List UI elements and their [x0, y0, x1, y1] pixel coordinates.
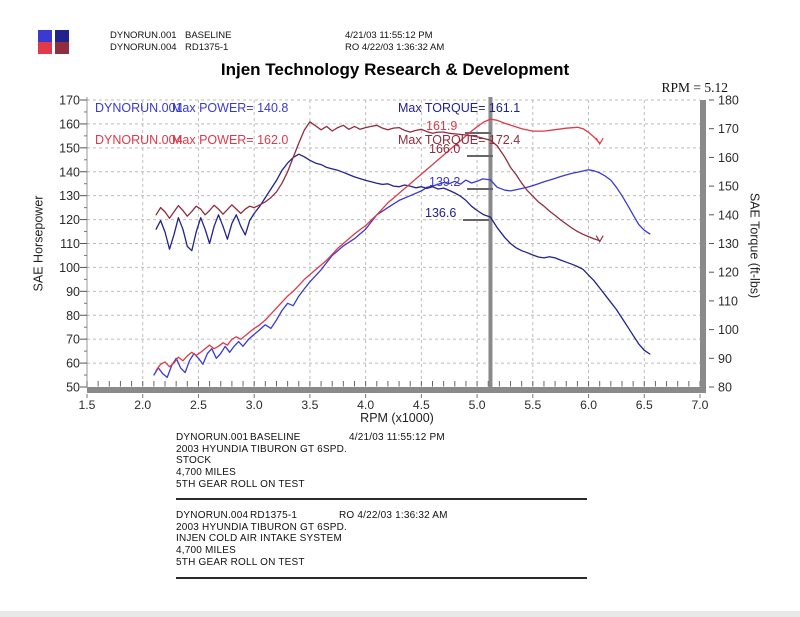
right-tick-label: 170 [718, 122, 739, 136]
run4-max-torque-label: Max TORQUE= 172.4 [398, 133, 521, 147]
left-tick-label: 130 [59, 189, 80, 203]
legend-run1-date: 4/21/03 11:55:12 PM [345, 30, 433, 41]
x-tick-label: 2.5 [190, 398, 207, 412]
run1-info-line: 4,700 MILES [176, 467, 237, 479]
x-tick-label: 3.0 [246, 398, 263, 412]
curve-end-arrow [595, 235, 604, 243]
x-axis-title: RPM (x1000) [360, 411, 434, 425]
left-tick-label: 160 [59, 117, 80, 131]
run4-info-line: 2003 HYUNDIA TIBURON GT 6SPD. [176, 521, 348, 533]
run4-torque-swatch [55, 42, 69, 54]
right-tick-label: 160 [718, 151, 739, 165]
right-tick-label: 120 [718, 266, 739, 280]
run4-info-date: RO 4/22/03 1:36:32 AM [338, 510, 448, 521]
cursor-readout-torque1: 136.6 [425, 206, 457, 220]
run4-info-line: 5TH GEAR ROLL ON TEST [176, 556, 305, 568]
right-tick-label: 150 [718, 180, 739, 194]
page-title: Injen Technology Research & Development [220, 60, 570, 79]
run1-max-torque-label: Max TORQUE= 161.1 [398, 101, 521, 115]
right-tick-label: 110 [718, 294, 738, 308]
x-tick-label: 4.0 [357, 398, 374, 412]
curve-dynorun-001-sae-horsepower [153, 169, 651, 379]
right-axis-title: SAE Torque (ft-lbs) [747, 192, 762, 299]
window-edge-strip [0, 611, 800, 617]
right-tick-label: 180 [718, 94, 739, 108]
run4-info-line: INJEN COLD AIR INTAKE SYSTEM [176, 533, 343, 545]
left-tick-label: 140 [59, 165, 80, 179]
cursor-readout-torque4: 166.0 [429, 142, 461, 156]
run4-max-power-label: Max POWER= 162.0 [172, 133, 289, 147]
legend-run4-date: RO 4/22/03 1:36:32 AM [345, 42, 445, 53]
right-tick-label: 130 [718, 237, 739, 251]
cursor-readout-power4: 161.9 [426, 119, 458, 133]
left-tick-label: 120 [59, 213, 80, 227]
x-tick-label: 5.0 [469, 398, 486, 412]
power-color-swatch [38, 30, 52, 54]
legend-run1-label: BASELINE [185, 30, 232, 41]
torque-color-swatch [55, 30, 69, 54]
x-tick-label: 7.0 [692, 398, 709, 412]
run1-info-line: 2003 HYUNDIA TIBURON GT 6SPD. [176, 443, 348, 455]
x-tick-label: 1.5 [79, 398, 96, 412]
right-axis-bar [700, 100, 706, 393]
x-tick-label: 6.5 [636, 398, 653, 412]
legend-run1-name: DYNORUN.001 [110, 30, 177, 41]
right-tick-label: 100 [718, 323, 739, 337]
x-tick-label: 3.5 [301, 398, 318, 412]
x-tick-label: 5.5 [524, 398, 541, 412]
run4-info-header: DYNORUN.004 RD1375-1 RO 4/22/03 1:36:32 … [176, 510, 448, 522]
right-tick-label: 80 [718, 381, 732, 395]
left-tick-label: 110 [60, 237, 80, 251]
left-tick-label: 70 [66, 333, 80, 347]
run1-torque-swatch [55, 30, 69, 42]
run4-info-name: DYNORUN.004 [176, 510, 249, 521]
cursor-readout-power1: 139.2 [429, 175, 461, 189]
x-tick-label: 6.0 [580, 398, 597, 412]
info-divider [176, 498, 587, 500]
run1-max-power-label: Max POWER= 140.8 [172, 101, 289, 115]
run1-info-line: STOCK [176, 455, 212, 467]
left-tick-label: 80 [66, 309, 80, 323]
right-tick-label: 140 [718, 208, 739, 222]
run1-info-date: 4/21/03 11:55:12 PM [348, 432, 445, 443]
curve-end-arrow [595, 137, 604, 146]
cursor-rpm-readout: RPM = 5.12 [661, 80, 728, 95]
left-tick-label: 60 [66, 357, 80, 371]
curve-dynorun-001-sae-torque [155, 153, 651, 355]
left-tick-label: 150 [59, 141, 80, 155]
run1-power-swatch [38, 30, 52, 42]
run1-annotation-name: DYNORUN.001 [95, 101, 183, 115]
right-tick-label: 90 [718, 352, 732, 366]
left-tick-label: 170 [59, 94, 80, 108]
legend-run4-name: DYNORUN.004 [110, 42, 177, 53]
run4-annotation-name: DYNORUN.004 [95, 133, 183, 147]
run4-info-line: 4,700 MILES [176, 545, 237, 557]
run1-info-name: DYNORUN.001 [176, 432, 249, 443]
run1-info-label: BASELINE [249, 432, 301, 443]
left-axis-title: SAE Horsepower [31, 195, 46, 292]
curve-dynorun-004-sae-horsepower [155, 118, 601, 371]
run1-info-line: 5TH GEAR ROLL ON TEST [176, 478, 305, 490]
legend-run4-label: RD1375-1 [185, 42, 229, 53]
run4-info-label: RD1375-1 [249, 510, 298, 521]
left-tick-label: 90 [66, 285, 80, 299]
run1-info-header: DYNORUN.001 BASELINE 4/21/03 11:55:12 PM [176, 432, 445, 444]
left-tick-label: 50 [66, 381, 80, 395]
x-axis-bar [87, 387, 706, 393]
left-tick-label: 100 [59, 261, 80, 275]
run1-info-block: DYNORUN.001 BASELINE 4/21/03 11:55:12 PM… [176, 432, 445, 491]
run4-info-block: DYNORUN.004 RD1375-1 RO 4/22/03 1:36:32 … [176, 510, 448, 569]
x-tick-label: 4.5 [413, 398, 430, 412]
curve-dynorun-004-sae-torque [155, 121, 601, 242]
x-tick-label: 2.0 [134, 398, 151, 412]
run4-power-swatch [38, 42, 52, 54]
info-divider [176, 577, 587, 579]
